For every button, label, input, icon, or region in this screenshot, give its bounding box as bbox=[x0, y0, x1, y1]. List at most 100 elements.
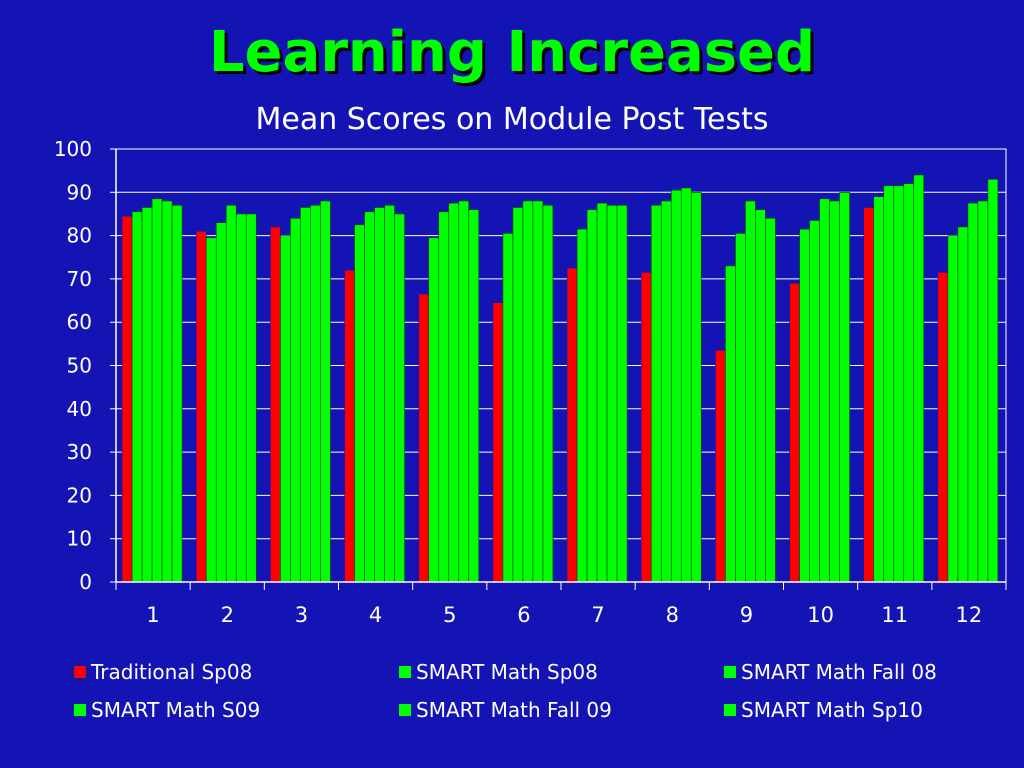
bar-smart-7 bbox=[606, 204, 618, 583]
bar-smart-9 bbox=[745, 200, 756, 583]
bar-smart-3 bbox=[300, 207, 311, 583]
bar-traditional-1 bbox=[121, 215, 133, 583]
slide-title: Learning Increased bbox=[208, 20, 816, 85]
bar-smart-10 bbox=[799, 228, 810, 583]
bar-smart-1 bbox=[161, 200, 173, 583]
legend-item: SMART Math S09 bbox=[74, 698, 399, 722]
legend-swatch bbox=[724, 704, 736, 716]
bar-smart-11 bbox=[873, 196, 885, 583]
y-tick-label: 10 bbox=[67, 527, 92, 551]
bar-smart-5 bbox=[428, 237, 440, 583]
legend-label: SMART Math Sp10 bbox=[741, 698, 923, 722]
x-tick-label: 10 bbox=[807, 603, 834, 627]
x-tick-label: 2 bbox=[221, 603, 234, 627]
bar-smart-7 bbox=[596, 202, 608, 583]
x-tick-label: 7 bbox=[591, 603, 604, 627]
legend-swatch bbox=[74, 704, 86, 716]
y-tick-label: 80 bbox=[67, 224, 92, 248]
bar-smart-4 bbox=[354, 224, 365, 583]
bar-smart-5 bbox=[438, 211, 450, 583]
bar-smart-5 bbox=[448, 202, 460, 583]
legend-swatch bbox=[399, 704, 411, 716]
legend-label: SMART Math Fall 09 bbox=[416, 698, 612, 722]
bar-smart-10 bbox=[809, 220, 820, 583]
bar-smart-4 bbox=[374, 207, 385, 583]
bar-smart-7 bbox=[576, 228, 588, 583]
bar-smart-6 bbox=[522, 200, 534, 583]
legend-item: Traditional Sp08 bbox=[74, 660, 399, 684]
bar-smart-10 bbox=[829, 200, 840, 583]
bar-smart-8 bbox=[660, 200, 672, 583]
bar-smart-1 bbox=[151, 198, 163, 583]
bar-smart-1 bbox=[141, 207, 153, 583]
bar-traditional-4 bbox=[344, 269, 355, 583]
legend-label: Traditional Sp08 bbox=[91, 660, 253, 684]
legend-item: SMART Math Sp10 bbox=[724, 698, 974, 722]
bar-smart-8 bbox=[680, 187, 692, 583]
bar-smart-5 bbox=[468, 209, 480, 583]
bar-smart-2 bbox=[235, 213, 247, 583]
legend-label: SMART Math Fall 08 bbox=[741, 660, 937, 684]
bar-smart-11 bbox=[883, 185, 895, 583]
legend: Traditional Sp08 SMART Math Sp08 SMART Mat… bbox=[74, 660, 974, 722]
x-tick-label: 6 bbox=[517, 603, 530, 627]
bar-smart-4 bbox=[384, 204, 395, 583]
x-tick-label: 1 bbox=[146, 603, 159, 627]
bar-smart-6 bbox=[502, 233, 514, 583]
bar-smart-9 bbox=[755, 209, 766, 583]
bar-smart-3 bbox=[320, 200, 331, 583]
bar-smart-12 bbox=[957, 226, 969, 583]
x-tick-label: 8 bbox=[666, 603, 679, 627]
x-tick-label: 4 bbox=[369, 603, 382, 627]
bar-smart-3 bbox=[290, 217, 301, 583]
legend-label: SMART Math Sp08 bbox=[416, 660, 598, 684]
legend-swatch bbox=[399, 666, 411, 678]
bar-smart-12 bbox=[947, 235, 959, 583]
bar-smart-8 bbox=[690, 192, 702, 583]
x-tick-label: 12 bbox=[956, 603, 983, 627]
bar-traditional-5 bbox=[418, 293, 430, 583]
bar-traditional-8 bbox=[640, 272, 652, 583]
gridlines bbox=[115, 148, 1007, 583]
bar-traditional-3 bbox=[270, 226, 281, 583]
bar-traditional-10 bbox=[789, 282, 800, 583]
bar-smart-12 bbox=[967, 202, 979, 583]
bar-smart-9 bbox=[765, 217, 776, 583]
bars bbox=[121, 174, 999, 583]
bar-smart-12 bbox=[987, 179, 999, 583]
bar-smart-8 bbox=[650, 204, 662, 583]
y-tick-label: 60 bbox=[67, 310, 92, 334]
bar-smart-2 bbox=[215, 222, 227, 583]
y-tick-label: 30 bbox=[67, 440, 92, 464]
bar-smart-5 bbox=[458, 200, 470, 583]
bar-smart-1 bbox=[131, 211, 143, 583]
bar-smart-10 bbox=[819, 198, 830, 583]
bar-smart-9 bbox=[735, 233, 746, 583]
bar-smart-3 bbox=[280, 235, 291, 583]
legend-swatch bbox=[74, 666, 86, 678]
bar-smart-11 bbox=[903, 183, 915, 583]
bar-smart-12 bbox=[977, 200, 989, 583]
bar-traditional-6 bbox=[492, 302, 504, 583]
bar-traditional-7 bbox=[566, 267, 578, 583]
y-tick-label: 0 bbox=[79, 570, 92, 594]
bar-traditional-12 bbox=[937, 272, 949, 583]
y-tick-label: 90 bbox=[67, 180, 92, 204]
bar-smart-8 bbox=[670, 189, 682, 583]
legend-item: SMART Math Sp08 bbox=[399, 660, 724, 684]
bar-smart-6 bbox=[512, 207, 524, 583]
x-tick-label: 3 bbox=[295, 603, 308, 627]
bar-smart-3 bbox=[310, 204, 321, 583]
bar-smart-2 bbox=[225, 204, 237, 583]
y-tick-label: 40 bbox=[67, 397, 92, 421]
bar-smart-6 bbox=[542, 204, 554, 583]
x-tick-label: 9 bbox=[740, 603, 753, 627]
bar-smart-7 bbox=[616, 204, 628, 583]
y-tick-label: 20 bbox=[67, 483, 92, 507]
bar-smart-10 bbox=[839, 192, 850, 583]
bar-traditional-9 bbox=[715, 350, 726, 583]
chart-title: Mean Scores on Module Post Tests bbox=[255, 102, 769, 137]
x-tick-label: 5 bbox=[443, 603, 456, 627]
